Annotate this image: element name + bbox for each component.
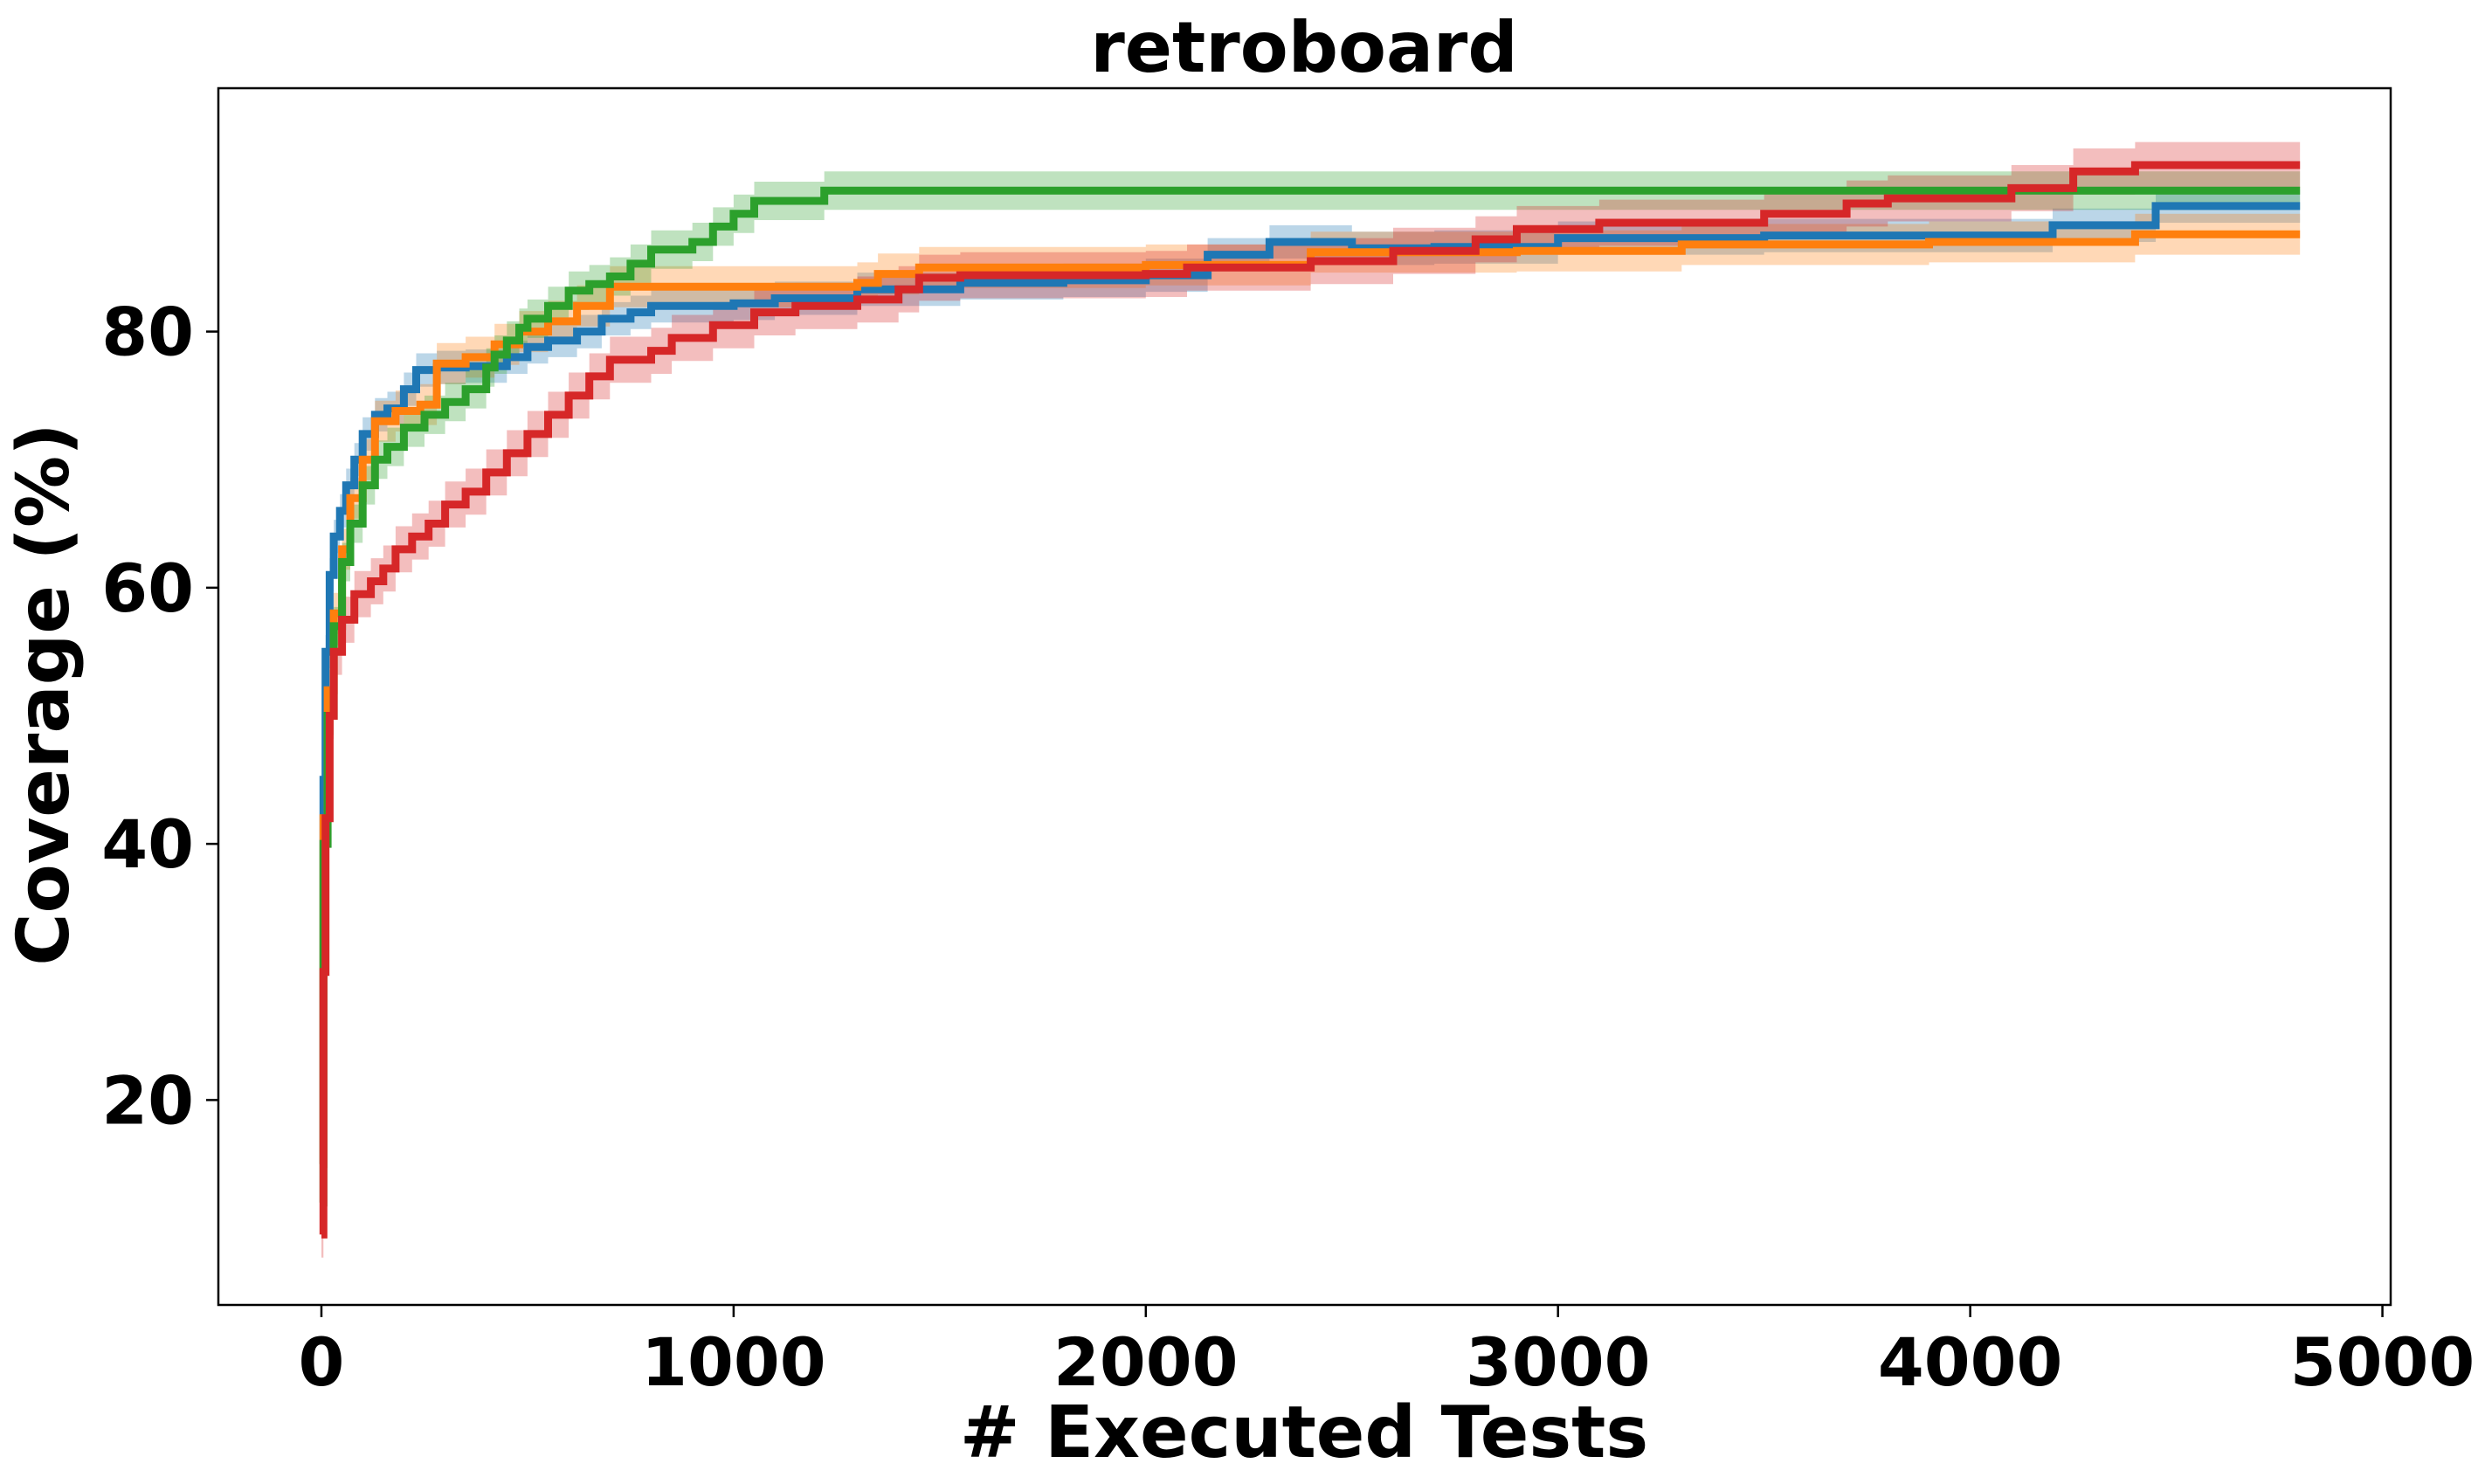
y-tick-label: 40: [101, 805, 194, 883]
x-tick-label: 0: [299, 1323, 345, 1401]
x-tick-label: 4000: [1878, 1323, 2063, 1401]
y-tick-label: 20: [101, 1061, 194, 1139]
y-axis: 20 40 60 80: [101, 293, 218, 1139]
plot-frame: [217, 86, 2392, 1307]
x-tick-label: 2000: [1053, 1323, 1239, 1401]
series-4-line: [319, 161, 2301, 1239]
y-tick-label: 60: [101, 549, 194, 627]
series-3-line: [319, 186, 2301, 1207]
y-tick-label: 80: [101, 293, 194, 371]
y-axis-label: Coverage (%): [3, 423, 86, 965]
x-tick-label: 5000: [2290, 1323, 2475, 1401]
x-axis: 0 1000 2000 3000 4000 5000: [299, 1305, 2475, 1401]
confidence-bands: [321, 141, 2301, 1258]
series-1-line: [319, 202, 2301, 1169]
x-axis-label: # Executed Tests: [960, 1391, 1648, 1474]
x-tick-label: 3000: [1466, 1323, 1651, 1401]
chart-title: retroboard: [1090, 7, 1517, 88]
x-tick-label: 1000: [641, 1323, 826, 1401]
plot-area: [319, 141, 2301, 1258]
series-lines: [319, 161, 2301, 1239]
